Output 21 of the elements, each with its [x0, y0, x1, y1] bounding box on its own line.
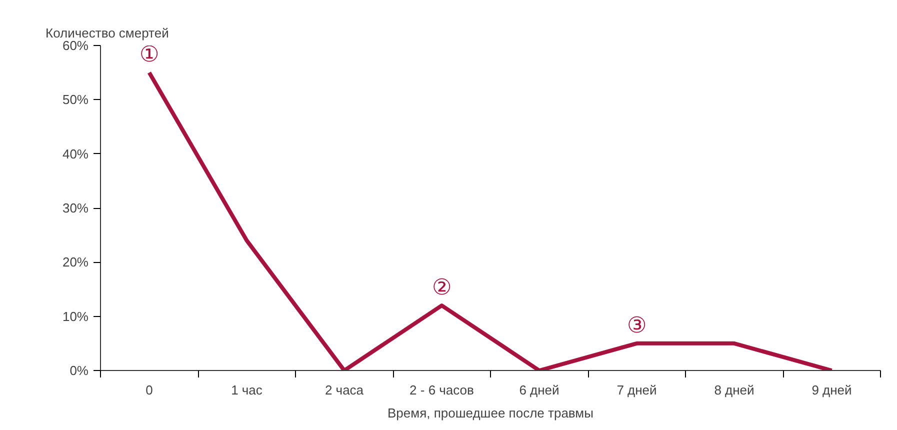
y-axis-title: Количество смертей: [46, 26, 169, 40]
y-tick-label: 0%: [70, 363, 89, 378]
x-tick-label: 0: [146, 382, 153, 398]
y-tick-label: 60%: [62, 38, 89, 53]
x-tick-label: 2 часа: [324, 382, 364, 398]
y-tick-label: 10%: [62, 308, 89, 324]
annotation: ③: [626, 312, 647, 338]
x-tick-label: 7 дней: [616, 382, 657, 398]
x-tick-label: 1 час: [231, 382, 263, 398]
x-tick-label: 2 - 6 часов: [410, 382, 474, 398]
annotation: ①: [139, 42, 160, 67]
line-series: [147, 70, 834, 370]
x-tick-label: 6 дней: [519, 382, 560, 398]
y-tick-label: 40%: [62, 146, 89, 162]
y-tick-label: 20%: [62, 254, 89, 270]
x-axis-title: Время, прошедшее после травмы: [388, 406, 594, 420]
y-tick-label: 30%: [62, 200, 89, 216]
x-tick-label: 9 дней: [812, 382, 852, 398]
x-tick-label: 8 дней: [714, 382, 754, 398]
y-tick-label: 50%: [62, 92, 89, 108]
annotation: ②: [432, 274, 452, 300]
